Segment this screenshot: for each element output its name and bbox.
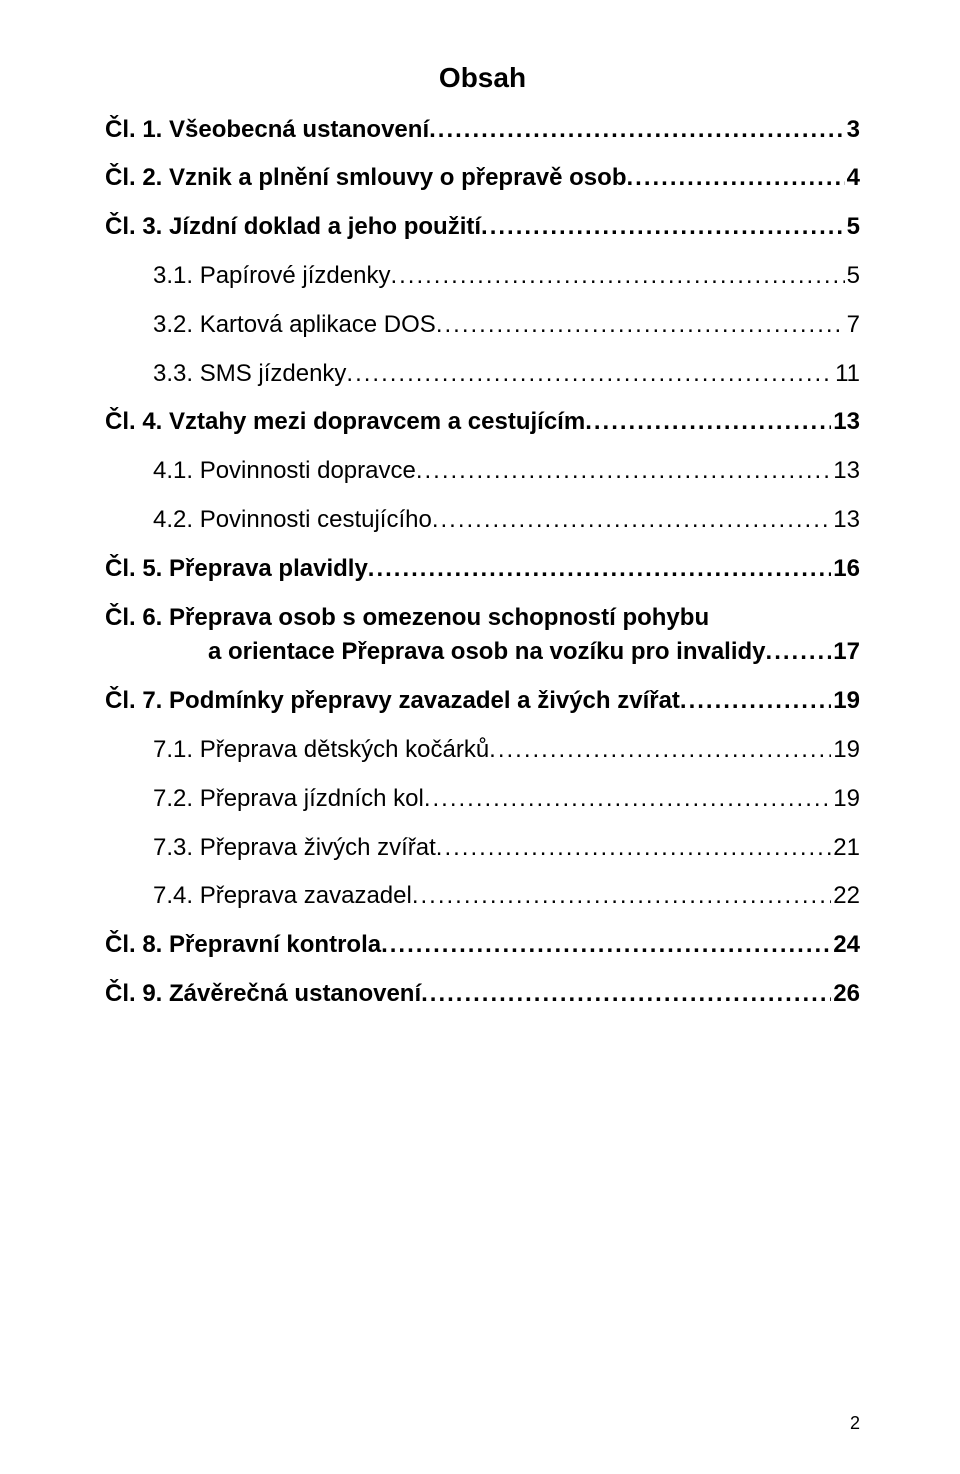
toc-dots <box>585 405 831 429</box>
toc-entry-text: 7.1. Přeprava dětských kočárků <box>153 733 489 768</box>
toc-page-number: 7 <box>845 308 860 343</box>
toc-dots <box>416 454 831 478</box>
toc-dots <box>432 503 831 527</box>
toc-entry: Čl. 8. Přepravní kontrola 24 <box>105 928 860 963</box>
toc-entry-text: Čl. 5. Přeprava plavidly <box>105 552 368 587</box>
toc-entry-text: 7.2. Přeprava jízdních kol <box>153 782 424 817</box>
toc-entry: Čl. 9. Závěrečná ustanovení 26 <box>105 977 860 1012</box>
toc-dots <box>421 977 831 1001</box>
toc-page-number: 13 <box>831 405 860 440</box>
toc-container: Čl. 1. Všeobecná ustanovení 3 Čl. 2. Vznik… <box>105 113 860 1012</box>
toc-page-number: 26 <box>831 977 860 1012</box>
toc-entry-text: 3.3. SMS jízdenky <box>153 357 346 392</box>
toc-dots <box>412 879 831 903</box>
toc-entry-line2: a orientace Přeprava osob na vozíku pro … <box>105 635 860 670</box>
toc-page-number: 13 <box>831 503 860 538</box>
toc-entry-text: Čl. 2. Vznik a plnění smlouvy o přepravě… <box>105 161 626 196</box>
toc-dots <box>368 552 832 576</box>
toc-page-number: 16 <box>831 552 860 587</box>
toc-page-number: 3 <box>845 113 860 148</box>
toc-title: Obsah <box>105 58 860 99</box>
toc-dots <box>766 635 832 659</box>
toc-entry: 3.3. SMS jízdenky 11 <box>105 357 860 392</box>
toc-page-number: 21 <box>831 831 860 866</box>
toc-page-number: 19 <box>831 782 860 817</box>
toc-page-number: 22 <box>831 879 860 914</box>
toc-entry: 4.2. Povinnosti cestujícího 13 <box>105 503 860 538</box>
toc-entry-text: 7.3. Přeprava živých zvířat <box>153 831 436 866</box>
toc-entry-text: Čl. 3. Jízdní doklad a jeho použití <box>105 210 481 245</box>
toc-entry: Čl. 3. Jízdní doklad a jeho použití 5 <box>105 210 860 245</box>
toc-entry: Čl. 5. Přeprava plavidly 16 <box>105 552 860 587</box>
toc-entry: Čl. 2. Vznik a plnění smlouvy o přepravě… <box>105 161 860 196</box>
toc-entry: Čl. 7. Podmínky přepravy zavazadel a živ… <box>105 684 860 719</box>
toc-entry: 7.1. Přeprava dětských kočárků 19 <box>105 733 860 768</box>
toc-entry: 3.1. Papírové jízdenky 5 <box>105 259 860 294</box>
toc-entry: 7.4. Přeprava zavazadel 22 <box>105 879 860 914</box>
toc-dots <box>381 928 831 952</box>
toc-entry: 3.2. Kartová aplikace DOS 7 <box>105 308 860 343</box>
toc-dots <box>481 210 845 234</box>
toc-entry-text: 3.2. Kartová aplikace DOS <box>153 308 436 343</box>
toc-page-number: 19 <box>831 733 860 768</box>
toc-dots <box>436 308 845 332</box>
toc-dots <box>390 259 844 283</box>
toc-entry-text: Čl. 1. Všeobecná ustanovení <box>105 113 429 148</box>
toc-entry: 7.2. Přeprava jízdních kol 19 <box>105 782 860 817</box>
toc-page-number: 19 <box>831 684 860 719</box>
toc-dots <box>489 733 831 757</box>
toc-dots <box>436 831 832 855</box>
page-footer-number: 2 <box>850 1413 860 1434</box>
toc-page-number: 13 <box>831 454 860 489</box>
toc-dots <box>346 357 833 381</box>
toc-entry: 4.1. Povinnosti dopravce 13 <box>105 454 860 489</box>
toc-dots <box>429 113 845 137</box>
toc-entry: 7.3. Přeprava živých zvířat 21 <box>105 831 860 866</box>
toc-entry-text: 3.1. Papírové jízdenky <box>153 259 390 294</box>
toc-page-number: 17 <box>831 635 860 670</box>
toc-dots <box>626 161 844 185</box>
toc-page-number: 5 <box>845 259 860 294</box>
toc-entry-text: 4.1. Povinnosti dopravce <box>153 454 416 489</box>
toc-page-number: 4 <box>845 161 860 196</box>
toc-entry-text: Čl. 8. Přepravní kontrola <box>105 928 381 963</box>
toc-entry-text: Čl. 9. Závěrečná ustanovení <box>105 977 421 1012</box>
toc-dots <box>424 782 831 806</box>
toc-entry-text: Čl. 4. Vztahy mezi dopravcem a cestující… <box>105 405 585 440</box>
toc-entry-text: Čl. 7. Podmínky přepravy zavazadel a živ… <box>105 684 680 719</box>
toc-entry-text-line2: a orientace Přeprava osob na vozíku pro … <box>208 635 766 670</box>
toc-dots <box>680 684 831 708</box>
toc-entry: Čl. 1. Všeobecná ustanovení 3 <box>105 113 860 148</box>
toc-page-number: 11 <box>833 357 860 392</box>
toc-page-number: 24 <box>831 928 860 963</box>
toc-entry: Čl. 4. Vztahy mezi dopravcem a cestující… <box>105 405 860 440</box>
toc-entry-text: 7.4. Přeprava zavazadel <box>153 879 412 914</box>
toc-page-number: 5 <box>845 210 860 245</box>
toc-entry-text-line1: Čl. 6. Přeprava osob s omezenou schopnos… <box>105 601 860 636</box>
toc-entry: Čl. 6. Přeprava osob s omezenou schopnos… <box>105 601 860 671</box>
toc-entry-text: 4.2. Povinnosti cestujícího <box>153 503 432 538</box>
